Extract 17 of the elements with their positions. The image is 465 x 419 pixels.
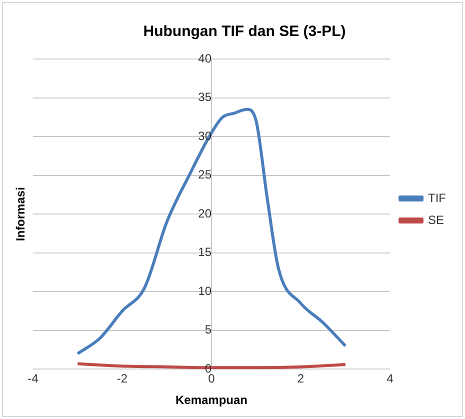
line-series [76, 108, 347, 356]
x-tick-label: 4 [386, 372, 394, 386]
y-tick-label: 35 [198, 90, 212, 104]
x-tick-label: 2 [297, 372, 304, 386]
y-tick-label: 5 [204, 322, 212, 337]
y-tick-label: 10 [198, 284, 212, 298]
legend-label: TIF [428, 190, 446, 205]
y-tick-label: 20 [198, 206, 212, 220]
x-tick-label: -4 [28, 372, 39, 386]
y-axis-title: Informasi [13, 187, 28, 242]
chart-title: Hubungan TIF dan SE (3-PL) [143, 23, 346, 40]
y-tick-label: 40 [198, 51, 212, 66]
y-tick-label: 25 [198, 168, 212, 182]
x-axis-title: Kemampuan [175, 393, 248, 408]
legend-label: SE [428, 212, 444, 227]
x-tick-label: -2 [116, 372, 128, 386]
y-tick-label: 15 [198, 245, 212, 260]
